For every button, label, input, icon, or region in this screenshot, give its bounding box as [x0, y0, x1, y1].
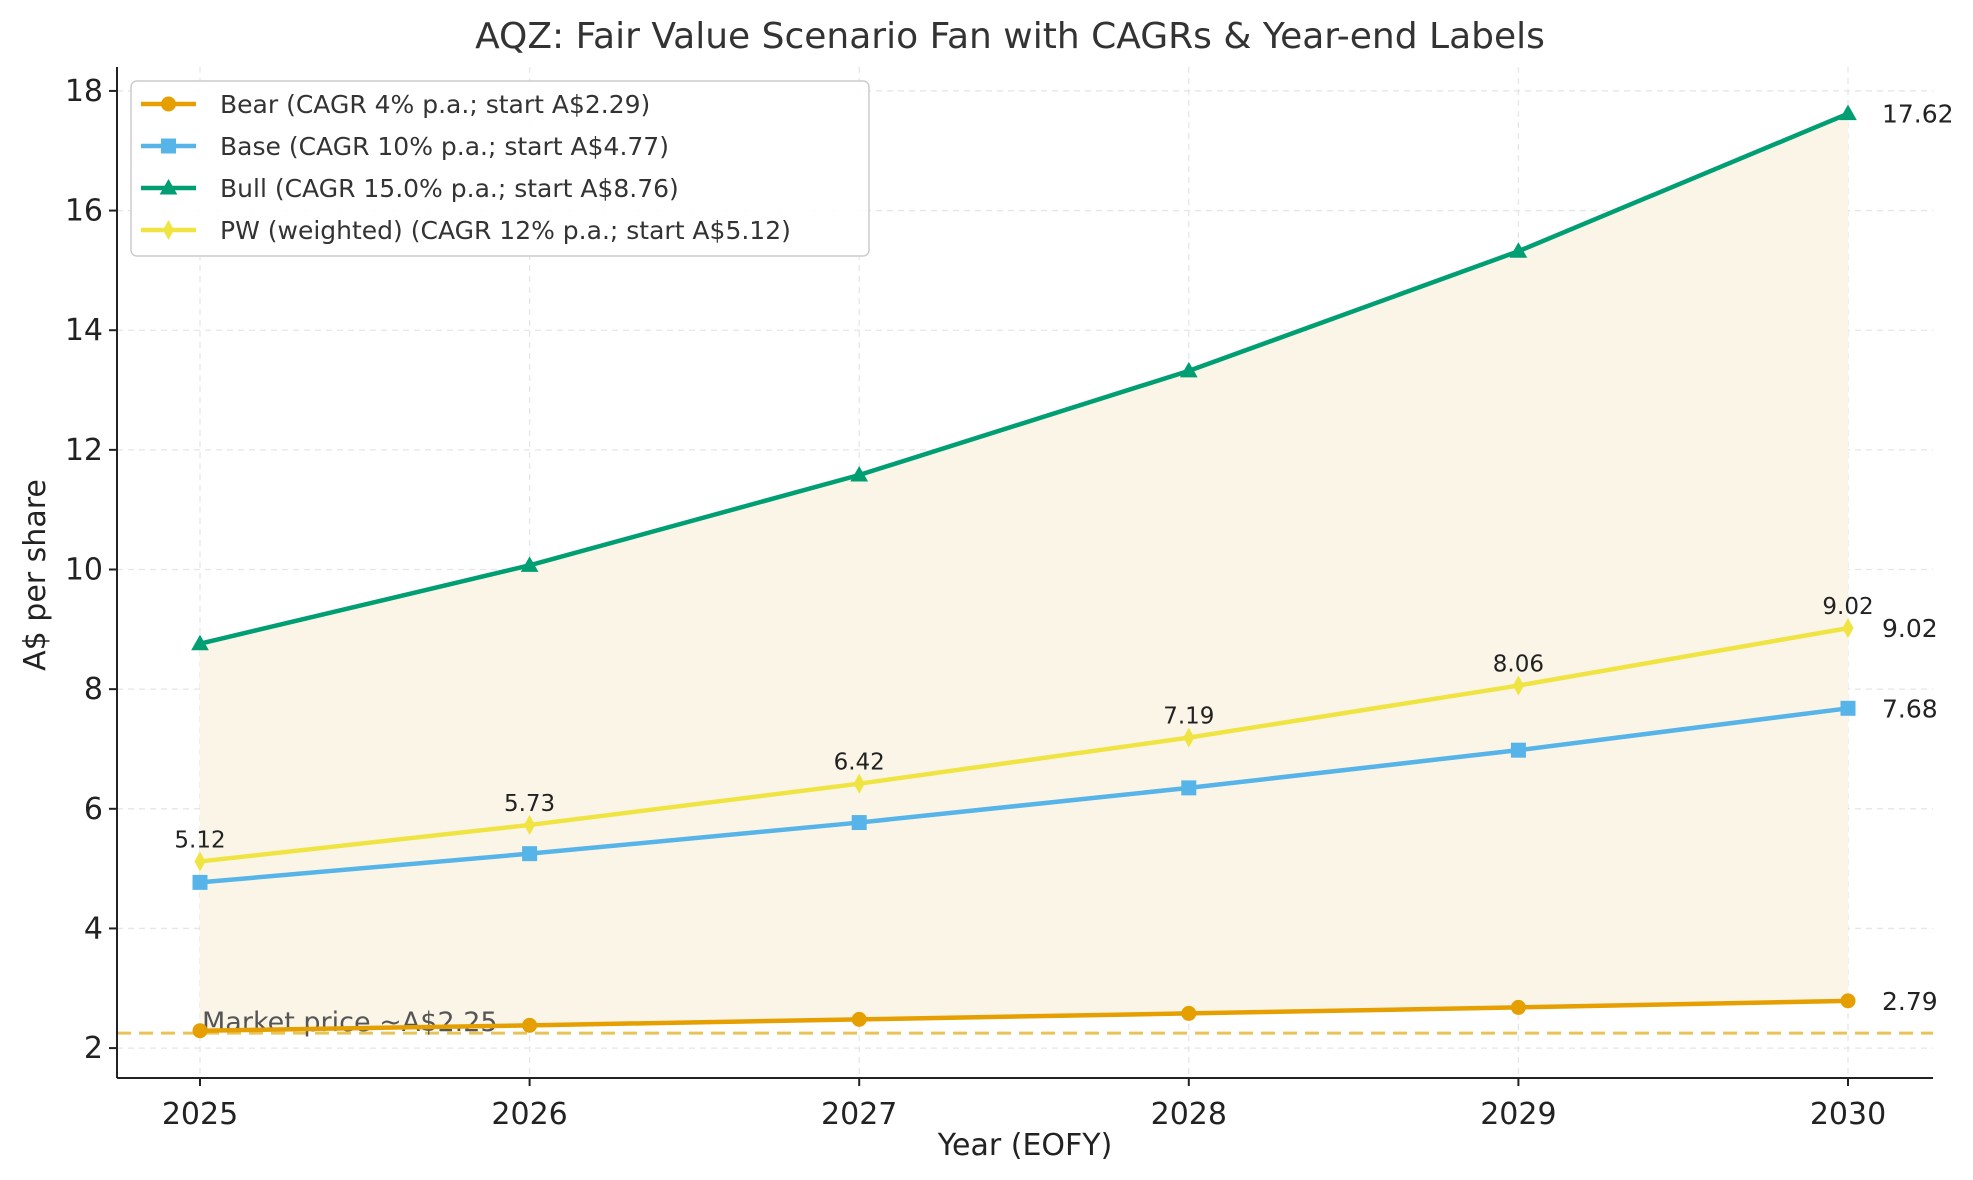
point-label-pw: 5.73: [504, 791, 555, 817]
data-point-base: [851, 815, 867, 831]
y-tick-label: 2: [84, 1031, 103, 1066]
data-point-pw: [853, 773, 865, 794]
series-line-base: [199, 706, 1849, 885]
legend-marker-base: [161, 138, 176, 154]
x-axis-label: Year (EOFY): [937, 1128, 1113, 1163]
series-bear: [192, 993, 1856, 1039]
data-labels: 2.79 7.68 17.62 9.02 5.12 5.73 6.42 7.19 8.06 9.0…: [174, 100, 1953, 1016]
legend-item-pw: PW (weighted) (CAGR 12% p.a.; start A$5.…: [141, 216, 791, 245]
series-bull: [191, 104, 1857, 651]
x-tick-label: 2027: [821, 1097, 897, 1132]
legend-item-base: Base (CAGR 10% p.a.; start A$4.77): [141, 132, 669, 161]
y-tick-label: 18: [65, 74, 103, 109]
data-point-bear: [1181, 1005, 1197, 1021]
legend-marker-bull: [159, 178, 178, 195]
scenario-fan-area: [200, 113, 1848, 1031]
series-layer: [191, 104, 1857, 1039]
legend-label-bear: Bear (CAGR 4% p.a.; start A$2.29): [220, 90, 650, 119]
y-tick-label: 8: [84, 672, 103, 707]
series-base: [192, 700, 1856, 890]
end-label-bull: 17.62: [1882, 100, 1954, 129]
legend-item-bear: Bear (CAGR 4% p.a.; start A$2.29): [141, 90, 650, 119]
data-point-base: [1510, 742, 1526, 758]
data-point-bear: [1510, 999, 1526, 1015]
legend-label-pw: PW (weighted) (CAGR 12% p.a.; start A$5.…: [220, 216, 791, 245]
point-label-pw: 7.19: [1163, 704, 1214, 730]
y-tick-label: 4: [84, 911, 103, 946]
data-point-bull: [1509, 242, 1528, 258]
legend-marker-bear: [161, 96, 176, 112]
data-point-base: [1181, 780, 1197, 796]
data-point-bull: [520, 556, 539, 572]
x-tick-label: 2028: [1151, 1097, 1227, 1132]
point-label-pw: 9.02: [1822, 594, 1873, 620]
data-point-bull: [1839, 104, 1857, 121]
legend-label-base: Base (CAGR 10% p.a.; start A$4.77): [220, 132, 669, 161]
data-point-bull: [1179, 361, 1198, 378]
data-point-pw: [524, 814, 536, 835]
y-tick-label: 12: [65, 433, 103, 468]
x-tick-label: 2025: [162, 1097, 238, 1132]
y-tick-label: 6: [84, 792, 103, 827]
x-tick-label: 2026: [491, 1097, 567, 1132]
axis-ticks: 2 4 6 8 10 12 14 16 18 2025 2026 2027 2028 2029 2030: [65, 74, 1886, 1132]
y-tick-label: 10: [65, 553, 103, 588]
legend-marker-pw: [162, 219, 175, 241]
y-tick-label: 16: [65, 194, 103, 229]
y-axis-label: A$ per share: [18, 479, 53, 671]
series-line-bear: [199, 998, 1849, 1033]
data-point-bear: [1840, 993, 1856, 1009]
x-tick-label: 2030: [1810, 1097, 1886, 1132]
data-point-base: [192, 874, 208, 890]
data-point-bull: [191, 634, 209, 651]
point-label-pw: 8.06: [1493, 652, 1544, 678]
end-label-bear: 2.79: [1882, 987, 1938, 1016]
legend-item-bull: Bull (CAGR 15.0% p.a.; start A$8.76): [141, 174, 679, 203]
point-label-pw: 6.42: [834, 750, 885, 776]
point-label-pw: 5.12: [174, 827, 225, 853]
x-tick-label: 2029: [1480, 1097, 1556, 1132]
series-line-bull: [199, 111, 1849, 646]
data-point-pw: [1183, 727, 1195, 748]
data-point-pw: [1842, 618, 1854, 639]
data-point-pw: [1512, 675, 1524, 696]
chart-title: AQZ: Fair Value Scenario Fan with CAGRs …: [475, 16, 1545, 57]
legend-box: [130, 80, 870, 257]
series-line-pw: [199, 625, 1849, 864]
series-pw: [194, 618, 1854, 872]
data-point-pw: [194, 851, 206, 872]
legend: Bear (CAGR 4% p.a.; start A$2.29) Base (C…: [130, 80, 870, 257]
y-tick-label: 14: [65, 313, 103, 348]
legend-label-bull: Bull (CAGR 15.0% p.a.; start A$8.76): [220, 174, 679, 203]
data-point-bear: [192, 1023, 208, 1039]
data-point-bear: [851, 1011, 867, 1027]
market-price-label: Market price ~A$2.25: [202, 1007, 498, 1038]
end-label-base: 7.68: [1882, 694, 1938, 723]
data-point-base: [1840, 700, 1856, 716]
data-point-bear: [522, 1017, 538, 1033]
end-label-pw: 9.02: [1882, 614, 1938, 643]
data-point-bull: [850, 465, 869, 482]
data-point-base: [522, 846, 538, 862]
